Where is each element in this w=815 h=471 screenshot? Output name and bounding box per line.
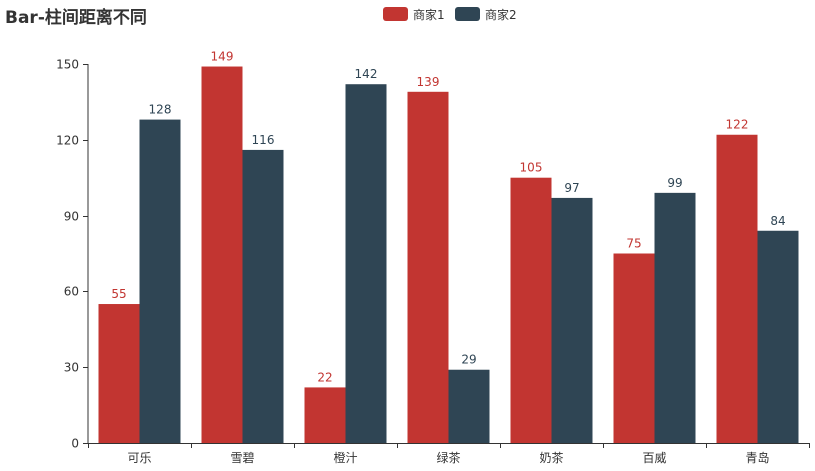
data-label: 128 — [149, 103, 172, 117]
data-label: 75 — [626, 237, 641, 251]
bar[interactable] — [242, 149, 284, 443]
bar[interactable] — [654, 192, 696, 443]
legend-swatch — [455, 7, 480, 21]
data-label: 116 — [252, 133, 275, 147]
data-label: 22 — [317, 370, 332, 384]
data-label: 139 — [417, 75, 440, 89]
bar[interactable] — [407, 91, 449, 443]
x-tick-label: 橙汁 — [333, 450, 357, 465]
bar[interactable] — [510, 177, 552, 443]
chart-title: Bar-柱间距离不同 — [5, 7, 147, 28]
data-labels: 55 128 149 116 22 142 139 29 105 97 75 99 122 84 — [111, 50, 785, 385]
x-tick-label: 可乐 — [127, 451, 151, 465]
bar[interactable] — [551, 197, 593, 443]
bar[interactable] — [613, 253, 655, 444]
data-label: 142 — [355, 67, 378, 81]
data-label: 149 — [211, 50, 234, 64]
y-tick-label: 30 — [64, 361, 79, 375]
bar[interactable] — [345, 84, 387, 444]
x-tick-label: 奶茶 — [539, 450, 563, 465]
bar[interactable] — [98, 304, 140, 443]
y-tick-label: 90 — [64, 210, 79, 224]
legend-label: 商家2 — [485, 7, 517, 22]
bar[interactable] — [716, 134, 758, 443]
bar[interactable] — [201, 66, 243, 443]
x-tick-label: 百威 — [642, 451, 666, 465]
x-axis: 可乐 雪碧 橙汁 绿茶 奶茶 百威 青岛 — [88, 443, 810, 465]
x-tick-label: 青岛 — [745, 450, 769, 465]
y-axis: 0 30 60 90 120 150 — [56, 58, 89, 451]
data-label: 55 — [111, 287, 126, 301]
bars — [98, 66, 799, 444]
x-tick-label: 绿茶 — [436, 450, 460, 465]
bar[interactable] — [448, 369, 490, 443]
data-label: 122 — [726, 118, 749, 132]
data-label: 105 — [520, 161, 543, 175]
y-tick-label: 120 — [56, 134, 79, 148]
x-tick-label: 雪碧 — [230, 451, 254, 465]
data-label: 99 — [667, 176, 682, 190]
data-label: 29 — [461, 353, 476, 367]
y-tick-label: 60 — [64, 285, 79, 299]
y-tick-label: 150 — [56, 58, 79, 72]
y-tick-label: 0 — [71, 437, 79, 451]
bar[interactable] — [757, 230, 799, 443]
legend-swatch — [383, 7, 408, 21]
legend[interactable]: 商家1 商家2 — [383, 7, 517, 22]
bar[interactable] — [139, 119, 181, 443]
data-label: 84 — [770, 214, 785, 228]
legend-label: 商家1 — [413, 7, 445, 22]
legend-item[interactable]: 商家2 — [455, 7, 517, 22]
data-label: 97 — [564, 181, 579, 195]
bar[interactable] — [304, 387, 346, 443]
legend-item[interactable]: 商家1 — [383, 7, 445, 22]
